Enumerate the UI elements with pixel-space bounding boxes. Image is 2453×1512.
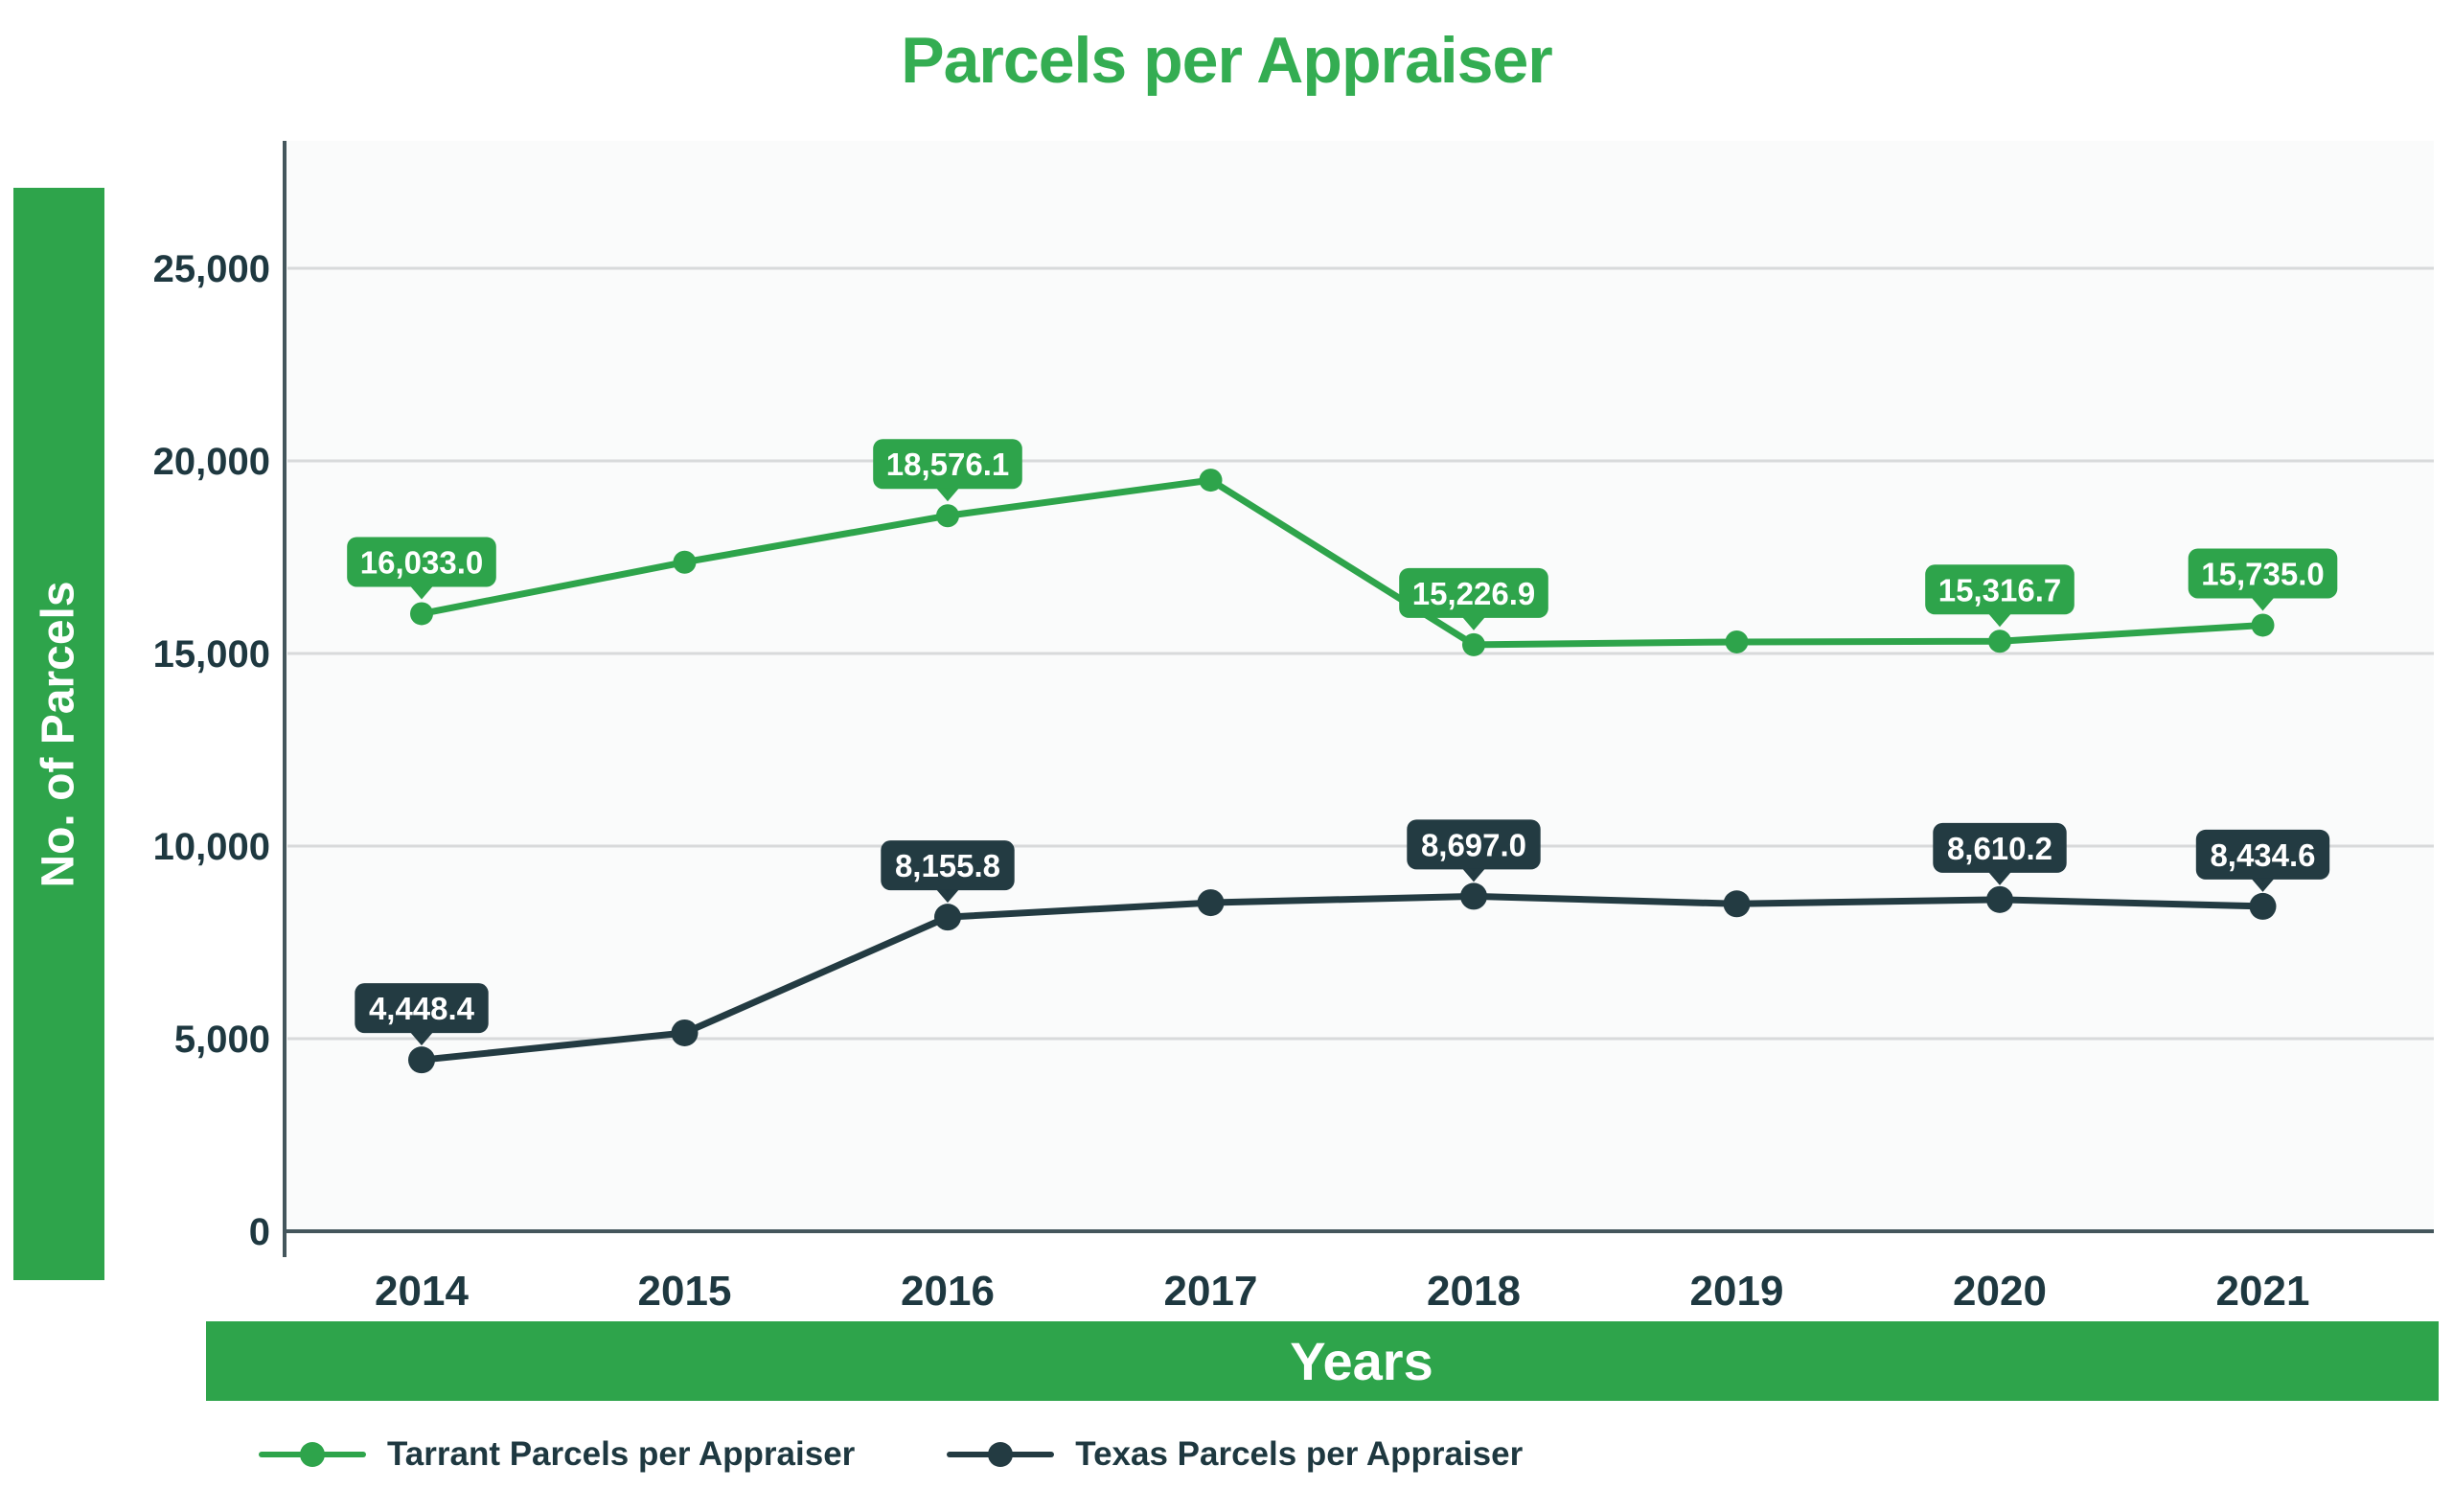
legend-dot-icon bbox=[988, 1442, 1014, 1467]
data-label-text: 15,316.7 bbox=[1938, 572, 2061, 607]
series-line-0 bbox=[418, 476, 2266, 649]
data-point bbox=[410, 602, 433, 626]
series-line-1 bbox=[418, 892, 2266, 1064]
data-point bbox=[1725, 630, 1749, 653]
x-tick-label: 2016 bbox=[901, 1268, 995, 1315]
x-tick-label: 2020 bbox=[1953, 1268, 2047, 1315]
x-tick-label: 2018 bbox=[1427, 1268, 1521, 1315]
y-tick-label: 5,000 bbox=[174, 1019, 270, 1061]
data-label-text: 4,448.4 bbox=[369, 991, 475, 1026]
data-label-text: 16,033.0 bbox=[360, 544, 483, 580]
data-point bbox=[408, 1046, 435, 1074]
data-point bbox=[671, 1019, 699, 1046]
y-tick-label: 20,000 bbox=[153, 441, 270, 483]
data-point bbox=[1199, 469, 1223, 493]
data-point bbox=[1460, 882, 1487, 910]
y-axis-title-bar: No. of Parcels bbox=[13, 188, 104, 1280]
data-label-pointer bbox=[936, 488, 959, 502]
y-tick-label: 25,000 bbox=[153, 248, 270, 290]
x-tick-label: 2015 bbox=[638, 1268, 732, 1315]
data-point bbox=[936, 504, 959, 528]
data-point bbox=[1462, 632, 1485, 656]
x-tick-label: 2019 bbox=[1690, 1268, 1784, 1315]
data-label-bubble bbox=[1407, 819, 1541, 870]
data-label-text: 8,155.8 bbox=[895, 848, 1000, 883]
legend-label-tarrant: Tarrant Parcels per Appraiser bbox=[387, 1435, 856, 1473]
legend-item-texas: Texas Parcels per Appraiser bbox=[947, 1435, 1523, 1474]
data-label-bubble bbox=[2195, 829, 2330, 880]
data-label-pointer bbox=[936, 889, 959, 904]
data-label-text: 8,434.6 bbox=[2210, 837, 2315, 873]
data-label-bubble bbox=[347, 537, 496, 587]
data-label-pointer bbox=[1988, 871, 2011, 885]
data-point bbox=[1723, 890, 1751, 918]
data-point bbox=[2251, 613, 2275, 637]
legend-swatch-texas bbox=[947, 1442, 1055, 1467]
y-tick-label: 15,000 bbox=[153, 633, 270, 676]
x-axis-title: Years bbox=[1290, 1331, 1433, 1391]
data-label-pointer bbox=[410, 585, 433, 600]
data-label-bubble bbox=[2188, 548, 2338, 599]
legend: Tarrant Parcels per Appraiser Texas Parc… bbox=[259, 1435, 1523, 1474]
data-label-text: 15,226.9 bbox=[1412, 576, 1535, 611]
data-point bbox=[934, 904, 961, 931]
legend-dot-icon bbox=[300, 1442, 325, 1467]
data-point bbox=[673, 550, 697, 574]
data-point bbox=[2249, 892, 2277, 920]
y-tick-label: 0 bbox=[249, 1211, 270, 1253]
data-label-pointer bbox=[2251, 878, 2275, 892]
data-label-pointer bbox=[1988, 613, 2011, 628]
data-label-text: 18,576.1 bbox=[886, 447, 1009, 482]
data-label-pointer bbox=[1462, 868, 1485, 882]
x-tick-label: 2017 bbox=[1164, 1268, 1258, 1315]
legend-item-tarrant: Tarrant Parcels per Appraiser bbox=[259, 1435, 855, 1474]
x-tick-label: 2014 bbox=[375, 1268, 469, 1315]
data-label-bubble bbox=[873, 439, 1022, 490]
data-label-pointer bbox=[1462, 616, 1485, 630]
plot-area bbox=[287, 141, 2434, 1231]
data-label-bubble bbox=[1925, 564, 2075, 615]
x-tick-label: 2021 bbox=[2216, 1268, 2310, 1315]
data-point bbox=[1197, 889, 1225, 917]
data-label-bubble bbox=[881, 840, 1015, 891]
data-label-pointer bbox=[410, 1032, 433, 1046]
data-label-pointer bbox=[2251, 597, 2275, 611]
data-label-text: 15,735.0 bbox=[2201, 556, 2324, 591]
chart-title: Parcels per Appraiser bbox=[901, 24, 1553, 97]
data-label-bubble bbox=[355, 983, 489, 1034]
legend-swatch-tarrant bbox=[259, 1442, 366, 1467]
data-label-bubble bbox=[1399, 567, 1548, 618]
x-axis-title-wrap: Years bbox=[285, 1321, 2439, 1401]
x-axis-title-bar: Years bbox=[206, 1321, 2439, 1401]
y-tick-label: 10,000 bbox=[153, 826, 270, 868]
data-label-bubble bbox=[1933, 822, 2067, 873]
legend-label-texas: Texas Parcels per Appraiser bbox=[1075, 1435, 1524, 1473]
data-point bbox=[1986, 885, 2013, 913]
data-label-text: 8,697.0 bbox=[1421, 827, 1526, 862]
data-label-text: 8,610.2 bbox=[1947, 831, 2052, 866]
data-point bbox=[1988, 630, 2011, 653]
